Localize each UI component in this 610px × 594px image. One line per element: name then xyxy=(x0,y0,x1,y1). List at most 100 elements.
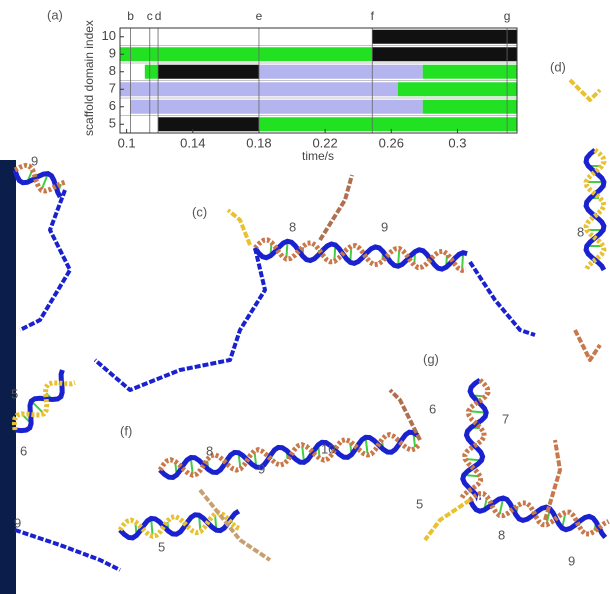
strand xyxy=(460,377,489,502)
base-pair xyxy=(397,250,401,265)
y-tick-label: 5 xyxy=(109,116,116,131)
x-tick-label: 0.1 xyxy=(118,135,136,150)
base-pair xyxy=(253,452,258,466)
base-pair xyxy=(166,462,170,476)
single-strand xyxy=(93,247,267,392)
base-pair xyxy=(421,252,425,266)
domain-label: 9 xyxy=(31,153,38,168)
state-segment xyxy=(158,117,259,132)
single-strand xyxy=(568,78,602,102)
strand xyxy=(14,369,65,434)
strand xyxy=(13,162,68,194)
state-segment xyxy=(258,64,423,79)
base-pair xyxy=(373,248,377,263)
base-pair xyxy=(150,520,154,535)
base-pair xyxy=(466,458,480,462)
state-segment xyxy=(372,29,517,44)
state-segment xyxy=(422,64,517,79)
panel-label: (d) xyxy=(550,59,566,74)
base-pair xyxy=(214,515,218,529)
single-strand xyxy=(468,260,536,337)
strand xyxy=(583,148,607,272)
base-pair xyxy=(412,434,417,448)
single-strand xyxy=(423,498,472,542)
base-pair xyxy=(364,438,369,454)
strand xyxy=(252,238,468,272)
domain-label: 5 xyxy=(11,386,18,401)
state-segment xyxy=(129,99,423,114)
domain-label: 8 xyxy=(289,219,296,234)
base-pair xyxy=(561,513,567,527)
y-tick-label: 9 xyxy=(109,46,116,61)
base-pair xyxy=(213,456,218,471)
y-tick-label: 8 xyxy=(109,63,116,78)
base-pair xyxy=(15,419,26,430)
base-pair xyxy=(437,253,441,267)
domain-label: 6 xyxy=(429,401,436,416)
event-label: d xyxy=(155,9,162,23)
state-segment xyxy=(144,64,159,79)
strand xyxy=(11,380,76,431)
domain-label: 8 xyxy=(206,443,213,458)
base-pair xyxy=(388,436,393,451)
state-segment xyxy=(422,99,517,114)
strand xyxy=(468,491,610,537)
base-pair xyxy=(309,244,313,259)
base-pair xyxy=(325,444,329,458)
chart: scaffold domain index time/s 5 6 7 8 9 10 0.1 0… xyxy=(0,0,545,163)
base-pair xyxy=(277,449,282,464)
strand xyxy=(12,169,63,199)
base-pair xyxy=(472,386,486,390)
plot-frame xyxy=(119,27,518,134)
base-pair xyxy=(584,517,590,533)
base-pair xyxy=(465,474,479,478)
strand xyxy=(157,431,421,478)
state-segment xyxy=(258,117,517,132)
event-label: g xyxy=(504,9,511,23)
event-label: b xyxy=(127,9,134,23)
base-pair xyxy=(48,384,61,397)
panel-label: (f) xyxy=(120,423,132,438)
base-pair xyxy=(31,401,44,414)
domain-label: 10 xyxy=(321,441,335,456)
domain-label: 9 xyxy=(381,219,388,234)
single-strand xyxy=(226,208,252,246)
base-pair xyxy=(261,241,265,256)
single-strand xyxy=(388,388,422,441)
domain-label: 5 xyxy=(416,496,423,511)
domain-label: 6 xyxy=(20,443,27,458)
strand xyxy=(158,429,420,481)
base-pair xyxy=(126,522,130,536)
strand xyxy=(458,378,491,501)
base-pair xyxy=(285,242,289,258)
event-label: f xyxy=(371,9,375,23)
panel-label: (c) xyxy=(192,204,207,219)
annotations: (a) (d) (c) 8 9 9 8 5 6 (g) 6 7 (f) 8 9 … xyxy=(11,7,584,568)
base-pair xyxy=(189,459,194,474)
single-strand xyxy=(198,488,272,562)
single-strand xyxy=(543,439,562,521)
x-tick-label: 0.26 xyxy=(379,135,404,150)
state-segment xyxy=(372,47,517,62)
base-pair xyxy=(461,254,465,269)
base-pair xyxy=(41,174,49,189)
state-segment xyxy=(158,64,259,79)
x-axis-label: time/s xyxy=(302,149,334,163)
event-label: e xyxy=(256,9,263,23)
strand xyxy=(583,148,607,272)
domain-label: 9 xyxy=(568,553,575,568)
panel-label: (a) xyxy=(47,7,63,22)
base-pair xyxy=(470,410,485,414)
domain-label: 9 xyxy=(258,461,265,476)
event-label: c xyxy=(147,9,153,23)
base-pair xyxy=(333,246,337,260)
single-strand xyxy=(573,329,602,362)
base-pair xyxy=(237,512,242,528)
base-pair xyxy=(174,518,178,533)
single-strand xyxy=(318,174,354,242)
y-axis-label: scaffold domain index xyxy=(82,20,96,136)
y-tick-label: 6 xyxy=(109,98,116,113)
base-pair xyxy=(301,446,305,461)
x-tick-label: 0.14 xyxy=(180,135,205,150)
